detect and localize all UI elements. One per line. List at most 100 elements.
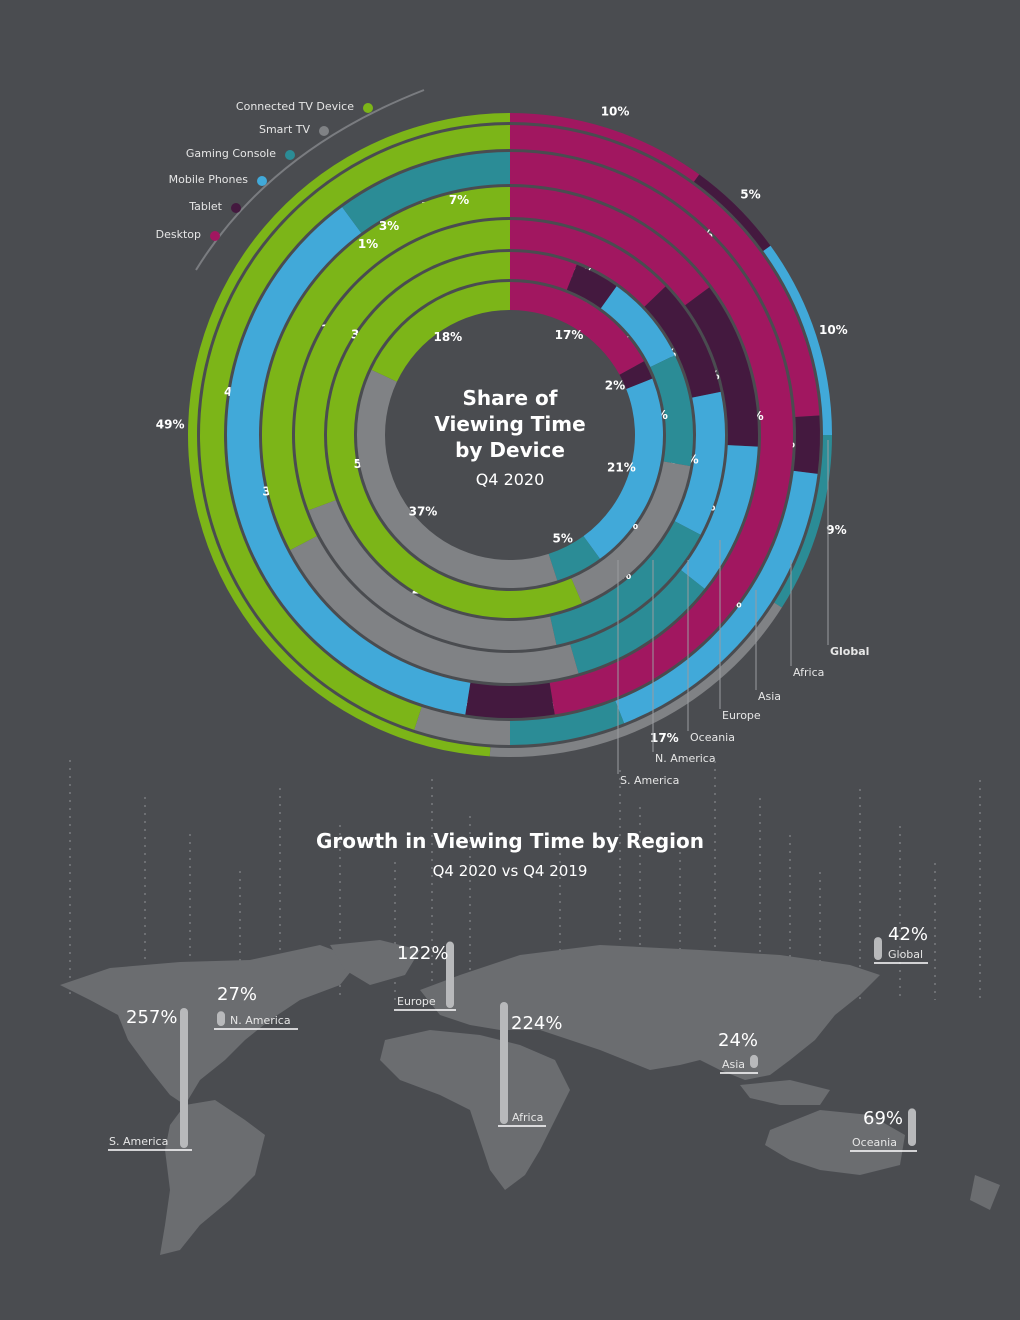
growth-value: 24% bbox=[718, 1030, 758, 1051]
growth-item-europe: 122% Europe bbox=[394, 941, 456, 1011]
segment-asia-desktop bbox=[510, 152, 794, 715]
growth-region-name: Global bbox=[888, 948, 923, 961]
region-label-europe: Europe bbox=[719, 540, 761, 722]
growth-value: 224% bbox=[511, 1013, 562, 1034]
value-label-global-desktop: 10% bbox=[601, 105, 630, 119]
extra-value-label: 7% bbox=[449, 193, 469, 207]
segment-africa-desktop bbox=[510, 125, 820, 418]
legend-item-tablet: Tablet bbox=[188, 200, 241, 213]
growth-bar bbox=[500, 1001, 508, 1124]
segment-n-america-gaming-console bbox=[650, 355, 694, 467]
segment-oceania-smart-tv bbox=[308, 500, 557, 650]
segment-asia-mobile-phones bbox=[227, 207, 471, 715]
segment-global-smart-tv bbox=[489, 602, 782, 757]
segment-s-america-connected-tv-device bbox=[371, 282, 510, 382]
legend-item-connected-tv-device: Connected TV Device bbox=[236, 100, 373, 113]
segment-oceania-mobile-phones bbox=[674, 391, 725, 535]
growth-region-name: Asia bbox=[722, 1058, 745, 1071]
segment-n-america-tablet bbox=[566, 264, 617, 309]
segment-europe-connected-tv-device bbox=[262, 187, 510, 550]
growth-bar bbox=[180, 1008, 188, 1148]
continent-shape bbox=[740, 1080, 830, 1105]
center-title-line: Viewing Time bbox=[434, 412, 585, 436]
segment-s-america-mobile-phones bbox=[583, 378, 663, 559]
growth-value: 257% bbox=[126, 1007, 177, 1028]
growth-region-name: Oceania bbox=[852, 1136, 897, 1149]
growth-value: 42% bbox=[888, 924, 928, 945]
segment-africa-mobile-phones bbox=[615, 470, 818, 724]
value-label-s-america-desktop: 17% bbox=[555, 328, 584, 342]
map-title: Growth in Viewing Time by Region bbox=[316, 829, 704, 853]
value-label-s-america-mobile-phones: 21% bbox=[607, 460, 636, 474]
segment-asia-gaming-console bbox=[342, 152, 510, 233]
segment-n-america-mobile-phones bbox=[600, 286, 675, 368]
region-label-africa: Africa bbox=[790, 560, 824, 679]
ring-region-labels: Global Africa Asia Europe Oceania N. America S… bbox=[617, 440, 869, 787]
region-label-asia: Asia bbox=[755, 590, 781, 703]
region-name: Europe bbox=[722, 709, 761, 722]
growth-item-asia: 24% Asia bbox=[718, 1030, 758, 1074]
region-name: S. America bbox=[620, 774, 679, 787]
legend-item-desktop: Desktop bbox=[156, 228, 220, 241]
segment-oceania-gaming-console bbox=[550, 521, 701, 645]
segment-europe-tablet bbox=[685, 287, 758, 447]
segment-asia-tablet bbox=[465, 682, 555, 718]
region-name: Oceania bbox=[690, 731, 735, 744]
growth-bar bbox=[217, 1011, 225, 1026]
ring-global: 10% 5% 10% 9% 17% 49% bbox=[156, 105, 848, 757]
continent-shape bbox=[765, 1110, 905, 1175]
continent-shape bbox=[970, 1175, 1000, 1210]
growth-item-s-america: 257% S. America bbox=[108, 1007, 192, 1151]
segment-s-america-tablet bbox=[619, 361, 653, 389]
legend-label: Mobile Phones bbox=[169, 173, 249, 186]
growth-region-name: Africa bbox=[512, 1111, 543, 1124]
continent-shape bbox=[160, 1100, 265, 1255]
segment-europe-mobile-phones bbox=[681, 445, 758, 589]
growth-value: 122% bbox=[397, 943, 448, 964]
segment-n-america-desktop bbox=[510, 252, 577, 290]
region-name: Global bbox=[830, 645, 869, 658]
legend-label: Desktop bbox=[156, 228, 201, 241]
value-label-s-america-gaming-console: 5% bbox=[552, 531, 572, 545]
growth-region-name: Europe bbox=[397, 995, 436, 1008]
value-label-s-america-smart-tv: 37% bbox=[409, 505, 438, 519]
segment-africa-smart-tv bbox=[414, 707, 510, 745]
legend-label: Connected TV Device bbox=[236, 100, 354, 113]
segment-africa-gaming-console bbox=[510, 700, 625, 745]
center-title-line: by Device bbox=[455, 438, 565, 462]
segment-europe-desktop bbox=[510, 187, 710, 306]
segment-oceania-desktop bbox=[510, 220, 666, 307]
growth-item-africa: 224% Africa bbox=[498, 1001, 562, 1127]
segment-s-america-smart-tv bbox=[357, 369, 558, 588]
segment-europe-gaming-console bbox=[570, 570, 705, 674]
region-name: Africa bbox=[793, 666, 824, 679]
region-label-oceania: Oceania bbox=[687, 560, 735, 744]
region-label-n-america: N. America bbox=[652, 560, 716, 765]
segment-oceania-connected-tv-device bbox=[295, 220, 510, 511]
segment-n-america-smart-tv bbox=[571, 461, 691, 604]
world-map bbox=[60, 940, 1000, 1255]
continent-shape bbox=[380, 1030, 570, 1190]
segment-global-gaming-console bbox=[774, 435, 832, 608]
growth-bar bbox=[874, 937, 882, 960]
growth-bar bbox=[750, 1054, 758, 1068]
legend-dot bbox=[231, 203, 241, 213]
device-share-radial-chart: 10%5%10%9%17%49%24%3%17%6%5%45%47%5%37%1… bbox=[156, 105, 848, 757]
segment-s-america-desktop bbox=[510, 282, 645, 375]
continent-shape bbox=[60, 945, 360, 1105]
center-subtitle: Q4 2020 bbox=[476, 470, 545, 489]
extra-value-label: 3% bbox=[379, 219, 399, 233]
device-legend: Connected TV Device Smart TV Gaming Consol… bbox=[156, 89, 425, 271]
legend-dot bbox=[210, 231, 220, 241]
region-label-s-america: S. America bbox=[617, 560, 679, 787]
growth-item-oceania: 69% Oceania bbox=[850, 1108, 917, 1152]
legend-dot bbox=[285, 150, 295, 160]
growth-value: 27% bbox=[217, 984, 257, 1005]
value-label-s-america-connected-tv-device: 18% bbox=[433, 330, 462, 344]
continent-shape bbox=[330, 940, 420, 985]
segment-africa-tablet bbox=[793, 415, 820, 474]
value-label-global-smart-tv: 17% bbox=[650, 731, 679, 745]
growth-item-n-america: 27% N. America bbox=[214, 984, 298, 1030]
value-label-global-connected-tv-device: 49% bbox=[156, 417, 185, 431]
